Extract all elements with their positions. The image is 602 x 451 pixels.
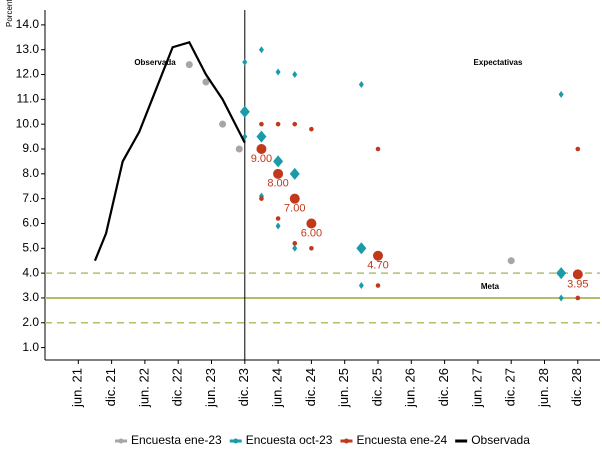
value-label: 8.00 xyxy=(267,178,288,190)
x-tick-label: dic. 27 xyxy=(503,368,518,406)
x-tick-label: dic. 23 xyxy=(236,368,251,406)
y-tick-label: 11.0 xyxy=(17,92,40,106)
y-axis-label: Porcentaje xyxy=(5,0,14,27)
point xyxy=(258,46,264,54)
point xyxy=(273,168,284,179)
x-tick-label: dic. 25 xyxy=(369,368,384,406)
value-label: 6.00 xyxy=(301,227,322,239)
legend-dot xyxy=(118,438,124,444)
y-tick-label: 10.0 xyxy=(16,116,40,130)
point xyxy=(185,61,193,69)
y-tick-label: 9.0 xyxy=(22,141,39,155)
point xyxy=(259,196,264,201)
x-tick-label: jun. 23 xyxy=(203,368,218,408)
x-tick-label: jun. 25 xyxy=(336,368,351,408)
y-tick-label: 8.0 xyxy=(22,166,39,180)
legend-label: Observada xyxy=(471,433,530,447)
annotation: Observada xyxy=(134,58,176,67)
value-label: 4.70 xyxy=(367,260,388,272)
x-tick-label: jun. 24 xyxy=(270,368,285,408)
point xyxy=(256,130,267,143)
point xyxy=(273,155,284,168)
point xyxy=(358,282,364,290)
y-tick-label: 7.0 xyxy=(22,191,39,205)
legend-dot xyxy=(343,438,349,444)
point xyxy=(575,146,581,152)
y-tick-label: 14.0 xyxy=(16,17,40,31)
x-tick-label: dic. 21 xyxy=(103,368,118,406)
value-label: 7.00 xyxy=(284,203,305,215)
point xyxy=(558,90,564,98)
point xyxy=(242,58,248,66)
y-tick-label: 2.0 xyxy=(22,315,39,329)
point xyxy=(356,242,367,255)
point xyxy=(507,257,515,265)
point xyxy=(259,121,264,127)
point xyxy=(373,250,383,261)
point xyxy=(375,283,381,288)
point xyxy=(235,145,243,153)
legend-label: Encuesta ene-24 xyxy=(356,433,447,447)
observed-line xyxy=(93,40,246,262)
x-tick-label: dic. 26 xyxy=(436,368,451,406)
legend-dot xyxy=(233,438,239,444)
y-tick-label: 6.0 xyxy=(22,216,39,230)
point xyxy=(558,294,564,302)
x-tick-label: dic. 22 xyxy=(170,368,185,406)
point xyxy=(309,126,314,132)
y-tick-label: 12.0 xyxy=(16,67,40,81)
annotation: Meta xyxy=(481,282,500,291)
point xyxy=(292,71,298,79)
point xyxy=(358,80,364,88)
x-tick-label: dic. 28 xyxy=(569,368,584,406)
point xyxy=(275,121,281,127)
point xyxy=(306,218,317,229)
point xyxy=(275,68,281,76)
x-tick-label: jun. 27 xyxy=(469,368,484,408)
point xyxy=(289,167,300,180)
point xyxy=(256,144,267,155)
y-tick-label: 1.0 xyxy=(22,340,39,354)
value-label: 9.00 xyxy=(251,153,272,165)
x-tick-label: jun. 22 xyxy=(136,368,151,408)
point xyxy=(575,295,581,301)
value-label: 3.95 xyxy=(567,278,588,290)
point xyxy=(239,105,250,118)
legend-label: Encuesta ene-23 xyxy=(131,433,222,447)
x-tick-label: dic. 24 xyxy=(303,368,318,406)
point xyxy=(375,146,381,152)
point xyxy=(219,120,227,128)
y-tick-label: 3.0 xyxy=(22,290,39,304)
point xyxy=(275,216,281,221)
annotation: Expectativas xyxy=(474,58,523,67)
y-tick-label: 13.0 xyxy=(16,42,40,56)
y-tick-label: 5.0 xyxy=(22,240,39,254)
point xyxy=(292,121,298,127)
point xyxy=(309,245,314,251)
y-tick-label: 4.0 xyxy=(22,265,39,279)
legend-label: Encuesta oct-23 xyxy=(246,433,333,447)
point xyxy=(202,78,210,86)
x-tick-label: jun. 26 xyxy=(403,368,418,408)
point xyxy=(292,241,298,246)
point xyxy=(289,193,300,204)
x-tick-label: jun. 21 xyxy=(70,368,85,408)
point xyxy=(292,244,298,252)
point xyxy=(572,269,583,280)
point xyxy=(556,267,567,280)
x-tick-label: jun. 28 xyxy=(536,368,551,408)
point xyxy=(275,222,281,230)
